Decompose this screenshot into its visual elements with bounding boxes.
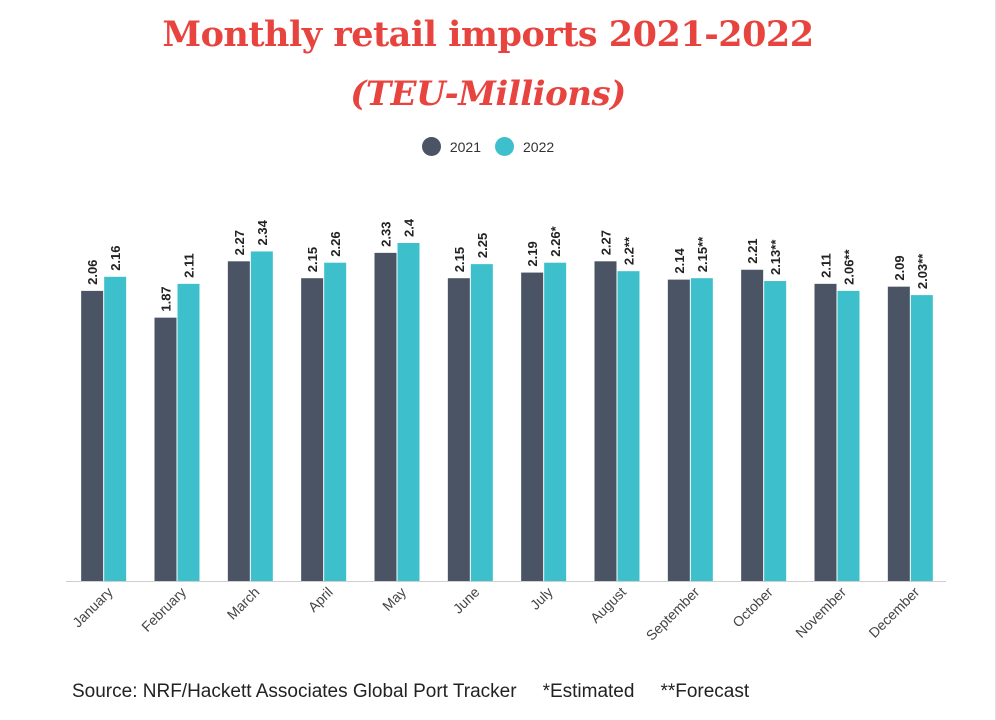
- x-tick-label-october: October: [729, 584, 776, 631]
- x-tick-label-june: June: [450, 584, 483, 617]
- x-tick-label-december: December: [865, 584, 922, 641]
- bar-2021-august: [594, 261, 617, 581]
- data-label-2022-august: 2.2**: [622, 236, 637, 265]
- bar-2021-october: [741, 269, 764, 581]
- legend-item-2021[interactable]: 2021: [421, 137, 481, 156]
- bar-2021-july: [521, 272, 544, 581]
- data-label-2021-december: 2.09: [892, 255, 907, 280]
- bar-2022-august: [617, 271, 640, 581]
- legend-label-2021: 2021: [449, 138, 481, 155]
- bar-2022-september: [690, 278, 713, 581]
- forecast-note: **Forecast: [660, 681, 750, 702]
- data-label-2021-june: 2.15: [452, 247, 467, 272]
- x-tick-label-april: April: [305, 584, 336, 615]
- bar-2021-may: [374, 252, 397, 581]
- bar-2021-march: [227, 261, 250, 581]
- chart-subtitle: (TEU-Millions): [350, 74, 626, 114]
- bar-2021-september: [667, 279, 690, 581]
- data-label-2022-march: 2.34: [255, 219, 270, 245]
- bar-2022-june: [470, 264, 493, 581]
- legend-label-2022: 2022: [523, 138, 555, 155]
- bar-2022-july: [544, 262, 567, 581]
- data-label-2021-october: 2.21: [745, 238, 760, 263]
- x-tick-label-january: January: [69, 584, 116, 631]
- data-label-2022-january: 2.16: [108, 245, 123, 270]
- bar-2022-october: [764, 281, 787, 581]
- data-label-2021-july: 2.19: [525, 241, 540, 266]
- bar-chart: 2.06 2.16 January 1.87 2.11 February 2.27 2.34 M…: [66, 218, 946, 644]
- data-label-2022-april: 2.26: [328, 231, 343, 256]
- data-label-2021-february: 1.87: [159, 286, 174, 311]
- bar-2022-april: [324, 262, 347, 581]
- bar-2021-january: [81, 290, 104, 581]
- bar-2022-november: [837, 290, 860, 581]
- bar-2021-june: [447, 278, 470, 581]
- bar-2021-november: [814, 283, 837, 581]
- bar-2021-february: [154, 317, 177, 581]
- x-tick-label-july: July: [527, 584, 556, 613]
- bar-2021-april: [301, 278, 324, 581]
- data-label-2022-february: 2.11: [182, 253, 197, 278]
- data-label-2021-august: 2.27: [599, 230, 614, 255]
- data-label-2022-may: 2.4: [402, 218, 417, 237]
- x-tick-label-march: March: [224, 584, 263, 623]
- x-tick-label-february: February: [138, 584, 189, 635]
- legend-item-2022[interactable]: 2022: [495, 137, 554, 156]
- bar-2022-march: [250, 251, 273, 581]
- data-label-2021-january: 2.06: [85, 260, 100, 285]
- x-tick-label-may: May: [379, 584, 409, 614]
- data-label-2021-november: 2.11: [819, 253, 834, 278]
- estimated-note: *Estimated: [542, 681, 635, 702]
- data-label-2021-april: 2.15: [305, 247, 320, 272]
- source-note: Source: NRF/Hackett Associates Global Po…: [72, 681, 517, 702]
- bar-2022-february: [177, 283, 200, 581]
- bar-2022-december: [910, 295, 933, 581]
- chart-title: Monthly retail imports 2021-2022: [162, 14, 814, 55]
- legend-swatch-2022: [495, 137, 514, 156]
- bar-2021-december: [887, 286, 910, 581]
- chart-legend: 2021 2022: [0, 137, 976, 156]
- data-label-2022-december: 2.03**: [915, 253, 930, 289]
- bar-2022-may: [397, 243, 420, 581]
- data-label-2022-june: 2.25: [475, 233, 490, 258]
- data-label-2022-november: 2.06**: [842, 249, 857, 285]
- data-label-2021-may: 2.33: [379, 222, 394, 247]
- legend-swatch-2021: [421, 137, 441, 156]
- bar-2022-january: [104, 276, 127, 581]
- x-tick-label-september: September: [643, 584, 703, 644]
- data-label-2022-july: 2.26*: [548, 225, 563, 256]
- data-label-2022-october: 2.13**: [768, 239, 783, 275]
- data-label-2022-september: 2.15**: [695, 236, 710, 272]
- chart-footer: Source: NRF/Hackett Associates Global Po…: [72, 681, 775, 703]
- data-label-2021-march: 2.27: [232, 230, 247, 255]
- x-tick-label-august: August: [587, 584, 629, 626]
- x-tick-label-november: November: [792, 584, 849, 641]
- data-label-2021-september: 2.14: [672, 248, 687, 274]
